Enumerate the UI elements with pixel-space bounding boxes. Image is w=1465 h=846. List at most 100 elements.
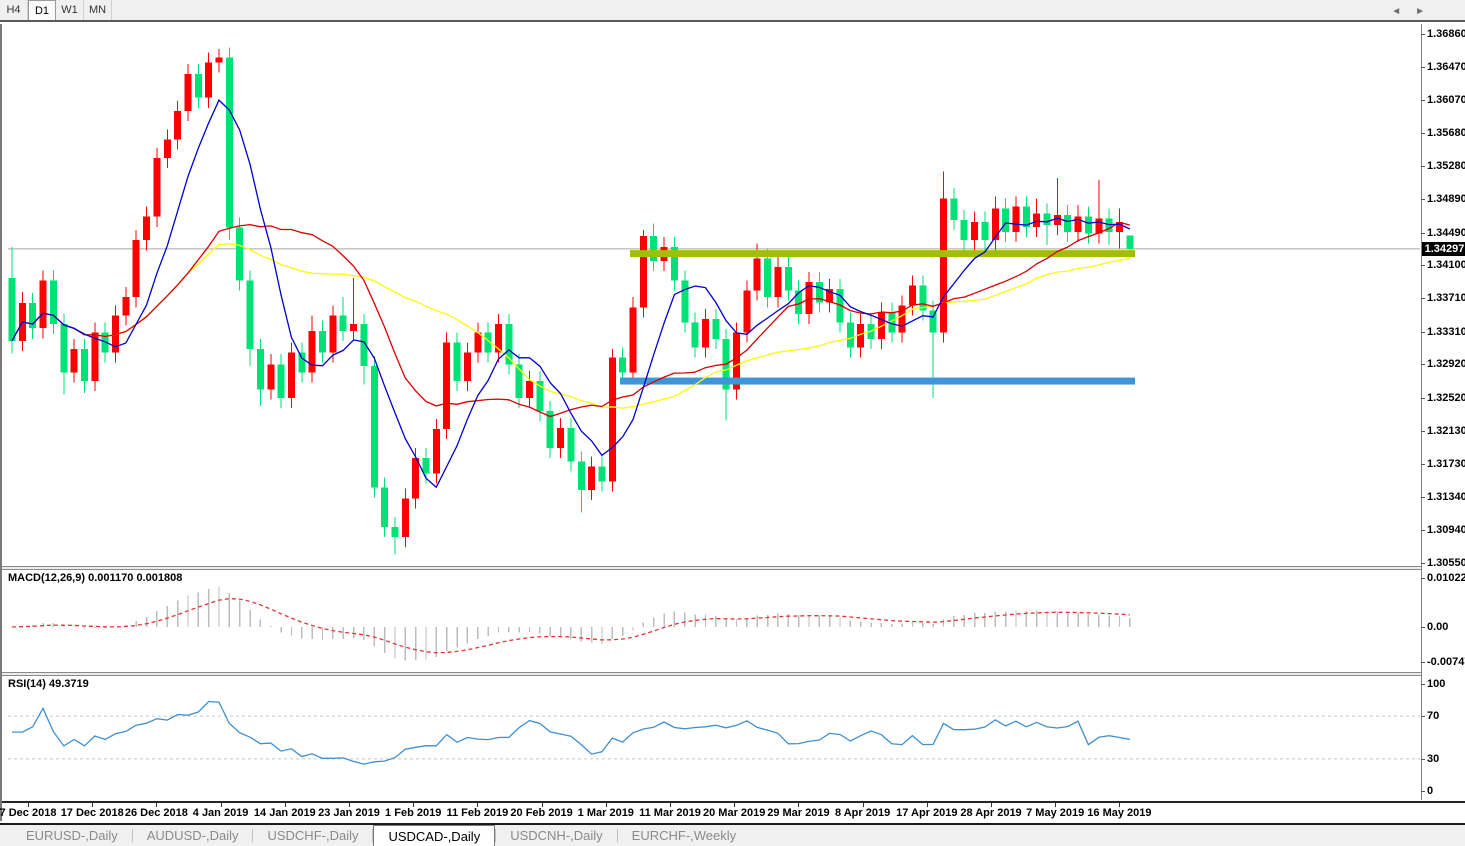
chart-window[interactable]: ▲ USDCAD-,Daily 1.34456 1.34459 1.34292 … bbox=[0, 24, 1465, 821]
candle-body bbox=[991, 208, 999, 241]
price-axis-label: 1.36470 bbox=[1427, 60, 1465, 73]
candle-body bbox=[474, 332, 482, 353]
price-axis-label: 1.33310 bbox=[1427, 325, 1465, 338]
price-axis-label: 1.35680 bbox=[1427, 126, 1465, 139]
date-axis-label: 8 Apr 2019 bbox=[834, 807, 891, 819]
ma-fast-line bbox=[11, 98, 1131, 489]
candle-body bbox=[80, 349, 88, 382]
candle-body bbox=[577, 461, 585, 491]
candle-body bbox=[733, 332, 740, 390]
panel-separator[interactable] bbox=[2, 566, 1421, 570]
candle-body bbox=[381, 487, 389, 527]
candle-body bbox=[670, 246, 678, 281]
support-ray[interactable] bbox=[620, 377, 1135, 385]
panel-separator[interactable] bbox=[2, 672, 1421, 676]
price-axis-label: 1.30550 bbox=[1427, 556, 1465, 569]
candle-body bbox=[143, 216, 151, 241]
timeframe-tab-mn[interactable]: MN bbox=[84, 0, 112, 20]
candle-body bbox=[370, 365, 378, 488]
scroll-right-icon[interactable]: ► bbox=[1415, 6, 1425, 17]
price-axis-label: 1.34890 bbox=[1427, 193, 1465, 206]
date-axis-label: 16 May 2019 bbox=[1087, 807, 1152, 819]
ma-mid-line bbox=[11, 221, 1130, 418]
date-axis[interactable]: 7 Dec 2018 17 Dec 2018 26 Dec 2018 4 Jan 20… bbox=[0, 801, 1465, 821]
candle-body bbox=[795, 290, 803, 314]
symbol-tab-usdcad[interactable]: USDCAD-,Daily bbox=[373, 825, 496, 846]
date-axis-label: 17 Apr 2019 bbox=[896, 807, 958, 819]
main-chart-canvas[interactable] bbox=[2, 24, 1421, 566]
candle-body bbox=[1022, 206, 1030, 227]
candle-body bbox=[463, 352, 471, 382]
candle-body bbox=[70, 349, 78, 373]
date-axis-label: 20 Mar 2019 bbox=[702, 807, 766, 819]
price-axis-label: 1.35280 bbox=[1427, 160, 1465, 173]
price-axis-label: 1.31340 bbox=[1427, 490, 1465, 503]
rsi-axis-label: 0 bbox=[1427, 785, 1434, 797]
candle-body bbox=[412, 458, 420, 499]
timeframe-tab-d1[interactable]: D1 bbox=[28, 0, 56, 20]
date-axis-label: 4 Jan 2019 bbox=[192, 807, 249, 819]
candle-body bbox=[484, 332, 492, 353]
date-axis-label: 23 Jan 2019 bbox=[318, 807, 380, 819]
candle-body bbox=[91, 332, 99, 382]
candle-body bbox=[339, 315, 347, 331]
candle-body bbox=[60, 324, 68, 373]
timeframe-tab-w1[interactable]: W1 bbox=[56, 0, 84, 20]
symbol-tab-eurchf[interactable]: EURCHF-,Weekly bbox=[631, 828, 737, 843]
symbol-tab-usdcnh[interactable]: USDCNH-,Daily bbox=[510, 828, 603, 843]
candle-body bbox=[319, 330, 326, 353]
date-axis-label: 29 Mar 2019 bbox=[767, 807, 830, 819]
candle-body bbox=[536, 381, 544, 412]
candle-body bbox=[329, 315, 337, 353]
candle-body bbox=[1095, 218, 1103, 234]
price-axis-label: 1.34100 bbox=[1427, 259, 1465, 272]
candle-body bbox=[505, 324, 513, 365]
candle-body bbox=[960, 220, 968, 241]
candle-body bbox=[1084, 216, 1092, 234]
candle-body bbox=[691, 322, 699, 348]
candle-body bbox=[701, 319, 709, 348]
candle-body bbox=[950, 198, 958, 221]
candle-body bbox=[174, 111, 182, 140]
candle-body bbox=[215, 57, 223, 63]
macd-axis-label: -0.007477 bbox=[1427, 656, 1465, 668]
rsi-panel-canvas[interactable] bbox=[2, 676, 1421, 800]
rsi-axis-label: 30 bbox=[1427, 752, 1440, 765]
tab-separator bbox=[252, 829, 254, 842]
price-axis-label: 1.36860 bbox=[1427, 27, 1465, 40]
candle-body bbox=[29, 303, 37, 329]
candle-body bbox=[277, 364, 285, 398]
candle-body bbox=[432, 428, 440, 474]
candle-body bbox=[1064, 215, 1072, 232]
candle-body bbox=[784, 267, 792, 291]
date-axis-label: 1 Mar 2019 bbox=[577, 807, 634, 819]
candle-body bbox=[443, 342, 451, 429]
price-axis-label: 1.36070 bbox=[1427, 94, 1465, 107]
candle-body bbox=[515, 364, 523, 398]
candle-body bbox=[494, 324, 502, 353]
date-axis-label: 20 Feb 2019 bbox=[510, 807, 573, 819]
candle-body bbox=[1002, 208, 1010, 232]
resistance-ray[interactable] bbox=[630, 250, 1135, 258]
macd-axis-label: 0.00 bbox=[1427, 621, 1449, 633]
timeframe-tab-h4[interactable]: H4 bbox=[0, 0, 28, 20]
date-axis-label: 7 Dec 2018 bbox=[0, 807, 57, 819]
scroll-left-icon[interactable]: ◄ bbox=[1391, 6, 1402, 17]
tab-separator bbox=[372, 829, 374, 842]
candle-body bbox=[1043, 213, 1051, 226]
candle-body bbox=[236, 227, 244, 281]
date-axis-label: 11 Mar 2019 bbox=[639, 807, 701, 819]
candle-body bbox=[753, 258, 761, 291]
timeframe-bar: H4 D1 W1 MN bbox=[0, 0, 1465, 22]
candle-body bbox=[256, 349, 264, 390]
candle-body bbox=[163, 139, 171, 159]
symbol-tab-eurusd[interactable]: EURUSD-,Daily bbox=[26, 828, 118, 843]
candle-body bbox=[1033, 213, 1041, 227]
macd-panel-canvas[interactable] bbox=[2, 570, 1421, 672]
symbol-tab-audusd[interactable]: AUDUSD-,Daily bbox=[146, 828, 239, 843]
candle-body bbox=[453, 342, 461, 382]
candle-body bbox=[826, 288, 834, 303]
candle-body bbox=[391, 526, 399, 537]
symbol-tab-usdchf[interactable]: USDCHF-,Daily bbox=[267, 828, 359, 843]
